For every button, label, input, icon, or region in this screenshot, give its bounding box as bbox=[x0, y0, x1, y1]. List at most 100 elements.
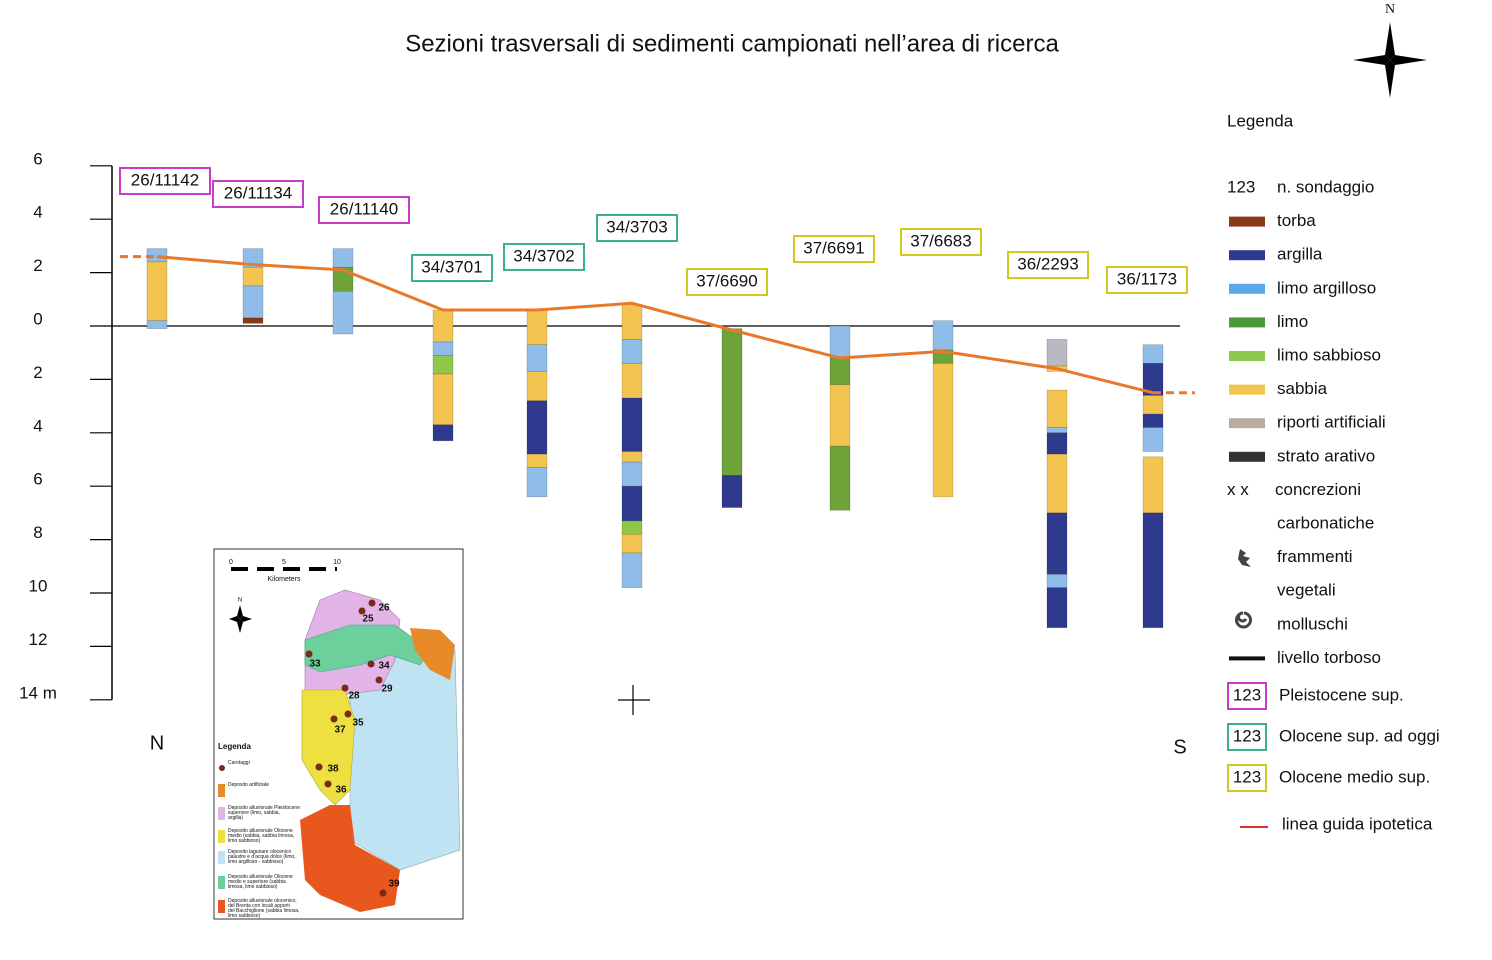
map-site bbox=[379, 889, 387, 897]
legend-period-box bbox=[1227, 764, 1267, 792]
map-compass bbox=[237, 605, 243, 619]
layer bbox=[932, 320, 954, 351]
layer bbox=[526, 467, 548, 498]
layer bbox=[621, 339, 643, 364]
scale-unit: Kilometers bbox=[267, 576, 301, 583]
layer bbox=[1046, 453, 1068, 514]
layer bbox=[242, 317, 264, 324]
borehole-label: 37/6683 bbox=[910, 231, 971, 250]
layer bbox=[146, 261, 168, 321]
compass-arrow bbox=[1390, 55, 1427, 65]
map-site bbox=[344, 710, 352, 718]
borehole-label-box bbox=[411, 254, 493, 282]
layer bbox=[621, 461, 643, 487]
legend-text: riporti artificiali bbox=[1277, 413, 1386, 432]
map-site bbox=[315, 763, 323, 771]
map-legend-swatch bbox=[218, 900, 225, 913]
legend-text: livello torboso bbox=[1277, 648, 1381, 667]
map-site bbox=[368, 599, 376, 607]
borehole-label-box bbox=[1106, 266, 1188, 294]
layer bbox=[621, 397, 643, 452]
layer bbox=[1142, 456, 1164, 514]
legend-text: molluschi bbox=[1277, 614, 1348, 633]
legend-swatch bbox=[1229, 418, 1265, 429]
map-site-label: 25 bbox=[362, 614, 374, 625]
map-legend-text: Deposito artificiale bbox=[228, 782, 269, 788]
layer bbox=[721, 328, 743, 476]
borehole-label: 26/11134 bbox=[224, 183, 292, 202]
borehole-label-box bbox=[793, 235, 875, 263]
tick-label: 2 bbox=[33, 363, 42, 382]
map-site-label: 34 bbox=[378, 661, 390, 672]
map-site bbox=[341, 684, 349, 692]
borehole-label-box bbox=[900, 228, 982, 256]
legend-period-box bbox=[1227, 723, 1267, 751]
map-site-label: 38 bbox=[327, 764, 339, 775]
legend-symbol: 123 bbox=[1233, 685, 1261, 704]
legend-text: limo sabbioso bbox=[1277, 345, 1381, 364]
layer bbox=[829, 325, 851, 359]
direction-label: N bbox=[150, 732, 164, 754]
map-legend-swatch bbox=[218, 851, 225, 864]
compass-arrow bbox=[1385, 60, 1395, 98]
borehole-label: 37/6690 bbox=[696, 271, 757, 290]
map-legend-swatch bbox=[219, 765, 225, 771]
legend-text: n. sondaggio bbox=[1277, 177, 1374, 196]
borehole-label: 36/2293 bbox=[1017, 254, 1078, 273]
layer bbox=[1142, 344, 1164, 364]
layer bbox=[332, 290, 354, 335]
map-site-label: 35 bbox=[352, 718, 364, 729]
compass: N bbox=[1353, 2, 1427, 98]
legend-text: Pleistocene sup. bbox=[1279, 685, 1404, 704]
borehole-label: 26/11142 bbox=[131, 170, 199, 189]
layer bbox=[621, 485, 643, 522]
layer bbox=[1046, 432, 1068, 455]
layer bbox=[932, 363, 954, 498]
borehole-label: 37/6691 bbox=[803, 238, 864, 257]
borehole-label: 26/11140 bbox=[330, 199, 398, 218]
direction-label: S bbox=[1173, 736, 1186, 758]
legend-text: vegetali bbox=[1277, 581, 1336, 600]
map-site-label: 37 bbox=[334, 725, 346, 736]
map-site bbox=[367, 660, 375, 668]
map-legend-swatch bbox=[218, 807, 225, 820]
map-compass bbox=[229, 616, 240, 622]
layer bbox=[432, 373, 454, 426]
scale-label: 5 bbox=[282, 559, 286, 566]
layer bbox=[829, 357, 851, 386]
compass-label: N bbox=[1385, 2, 1395, 17]
map-region bbox=[300, 805, 400, 912]
layer bbox=[526, 309, 548, 345]
layer bbox=[621, 533, 643, 554]
layer bbox=[526, 371, 548, 402]
legend-text: strato arativo bbox=[1277, 446, 1375, 465]
map-site-label: 26 bbox=[378, 603, 390, 614]
legend-title: Legenda bbox=[1227, 111, 1294, 130]
map-region bbox=[410, 628, 455, 680]
mollusc-icon bbox=[1235, 611, 1252, 629]
map-region bbox=[301, 689, 356, 806]
legend-text: Olocene sup. ad oggi bbox=[1279, 726, 1440, 745]
legend-text: limo bbox=[1277, 312, 1308, 331]
legend-symbol: 123 bbox=[1233, 767, 1261, 786]
map-legend-title: Legenda bbox=[218, 742, 251, 751]
legend-text: linea guida ipotetica bbox=[1282, 814, 1433, 833]
layer bbox=[1046, 574, 1068, 588]
map-legend-text: Deposito alluvionale Pleistocene superior… bbox=[228, 805, 300, 821]
layer bbox=[242, 285, 264, 319]
tick-label: 2 bbox=[33, 256, 42, 275]
layer bbox=[526, 453, 548, 468]
map-legend-text: Carotaggi bbox=[228, 760, 250, 766]
layer bbox=[1142, 395, 1164, 415]
layer bbox=[1046, 587, 1068, 629]
scale-label: 10 bbox=[333, 559, 341, 566]
map-legend-swatch bbox=[218, 876, 225, 889]
map-site bbox=[324, 780, 332, 788]
tick-label: 4 bbox=[33, 416, 42, 435]
layer bbox=[1046, 512, 1068, 575]
layer bbox=[242, 266, 264, 287]
layer bbox=[621, 520, 643, 535]
scale-label: 0 bbox=[229, 559, 233, 566]
legend-swatch bbox=[1229, 384, 1265, 395]
compass-arrow bbox=[1385, 22, 1395, 60]
